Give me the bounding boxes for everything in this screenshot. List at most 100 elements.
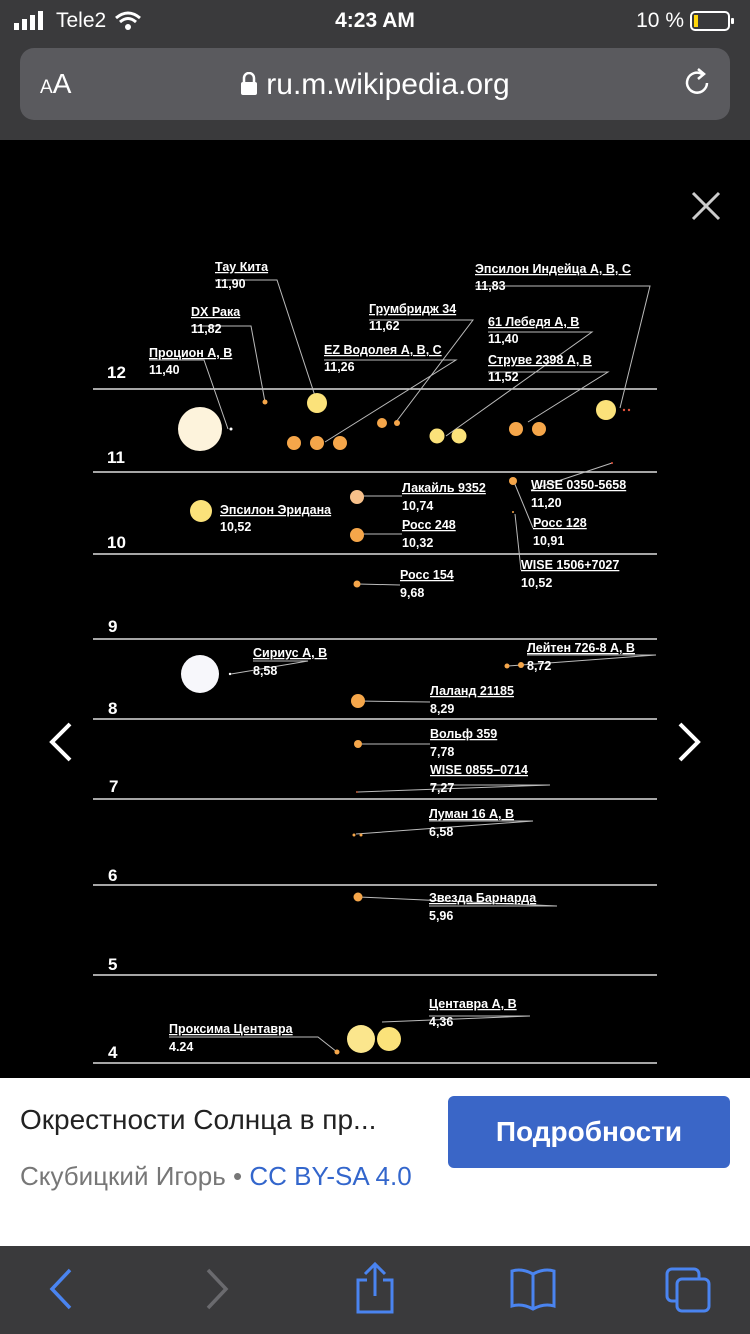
- star-luyten-b: [518, 662, 524, 668]
- caption-title: Окрестности Солнца в пр...: [20, 1104, 377, 1135]
- star-ross-248: [350, 528, 364, 542]
- star-procyon-b: [229, 427, 233, 431]
- star-distance: 10,52: [521, 576, 552, 590]
- star-ross-128: [509, 477, 517, 485]
- reload-button[interactable]: [680, 66, 714, 105]
- star-ez-aquarii-a: [287, 436, 301, 450]
- star-distance: 11,52: [488, 370, 519, 384]
- forward-button[interactable]: [202, 1266, 232, 1317]
- share-button[interactable]: [354, 1261, 396, 1319]
- star-distance: 11,62: [369, 319, 400, 333]
- chevron-right-icon: [678, 722, 701, 762]
- wifi-icon: [115, 11, 142, 30]
- star-distance: 11,20: [531, 496, 562, 510]
- star-struve-a: [509, 422, 523, 436]
- star-label: Росс 128: [533, 516, 587, 530]
- browser-chrome: AA ru.m.wikipedia.org: [0, 42, 750, 140]
- star-luhman-b: [359, 833, 363, 837]
- star-label: Луман 16 А, В: [429, 807, 514, 821]
- address-bar[interactable]: AA ru.m.wikipedia.org: [20, 48, 730, 120]
- axis-label: 5: [108, 955, 117, 974]
- caption-credit: Скубицкий Игорь • CC BY-SA 4.0: [20, 1156, 430, 1196]
- lock-icon: [241, 71, 258, 95]
- star-wolf-359: [354, 740, 362, 748]
- star-distance: 10,74: [402, 499, 433, 513]
- star-distance: 4,36: [429, 1015, 453, 1029]
- star-tau-ceti: [307, 393, 327, 413]
- image-caption: Окрестности Солнца в пр... Скубицкий Иго…: [0, 1078, 750, 1246]
- signal-icon: [14, 11, 43, 30]
- star-sirius-a: [181, 655, 219, 693]
- star-label: Вольф 359: [430, 727, 497, 741]
- star-procyon: [178, 407, 222, 451]
- star-eps-indi-a: [596, 400, 616, 420]
- carrier-group: Tele2: [14, 9, 142, 33]
- license-link[interactable]: CC BY-SA 4.0: [249, 1161, 412, 1191]
- star-lacaille-9352: [350, 490, 364, 504]
- star-label: 61 Лебедя А, В: [488, 315, 579, 329]
- star-label: Росс 248: [402, 518, 456, 532]
- star-label: WISE 0350-5658: [531, 478, 626, 492]
- star-label: Процион А, В: [149, 346, 232, 360]
- star-barnard: [353, 892, 363, 902]
- star-distance: 9,68: [400, 586, 424, 600]
- star-label: Сириус А, В: [253, 646, 327, 660]
- close-button[interactable]: [688, 188, 724, 229]
- star-proxima: [334, 1049, 340, 1055]
- browser-toolbar: [0, 1246, 750, 1334]
- star-label: Звезда Барнарда: [429, 891, 537, 905]
- star-distance: 11,83: [475, 279, 506, 293]
- author: Скубицкий Игорь •: [20, 1161, 243, 1191]
- axis-label: 8: [108, 699, 117, 718]
- star-label: DX Рака: [191, 305, 241, 319]
- text-size-button[interactable]: AA: [40, 68, 72, 99]
- star-label: Центавра А, В: [429, 997, 517, 1011]
- details-button[interactable]: Подробности: [448, 1096, 730, 1168]
- star-alpha-cen-b: [377, 1027, 401, 1051]
- axis-label: 10: [107, 533, 126, 552]
- star-wise-0350: [611, 462, 613, 464]
- star-label: Проксима Центавра: [169, 1022, 294, 1036]
- star-label: Тау Кита: [215, 260, 269, 274]
- star-distance: 8,29: [430, 702, 454, 716]
- star-distance: 7,27: [430, 781, 454, 795]
- battery-group: 10 %: [636, 9, 736, 33]
- forward-icon: [206, 1268, 229, 1310]
- star-wise-1506: [512, 511, 514, 513]
- star-distance: 10,32: [402, 536, 433, 550]
- axis-label: 12: [107, 363, 126, 382]
- previous-image-button[interactable]: [46, 720, 74, 769]
- battery-percent: 10 %: [636, 9, 684, 32]
- star-luhman-a: [352, 833, 356, 837]
- tabs-button[interactable]: [664, 1266, 714, 1321]
- star-label: Лейтен 726-8 А, В: [527, 641, 635, 655]
- star-distance: 4.24: [169, 1040, 193, 1054]
- back-icon: [49, 1268, 72, 1310]
- star-ross-154: [353, 580, 361, 588]
- star-eps-eridani: [190, 500, 212, 522]
- axis-label: 9: [108, 617, 117, 636]
- star-eps-indi-b: [622, 408, 626, 412]
- next-image-button[interactable]: [676, 720, 704, 769]
- star-distance: 11,40: [488, 332, 519, 346]
- star-ez-aquarii-c: [333, 436, 347, 450]
- star-distance: 10,91: [533, 534, 564, 548]
- star-distance: 11,82: [191, 322, 222, 336]
- bookmarks-button[interactable]: [508, 1266, 558, 1317]
- star-lalande: [351, 694, 365, 708]
- star-struve-b: [532, 422, 546, 436]
- reload-icon: [685, 68, 709, 94]
- star-distance: 11,40: [149, 363, 180, 377]
- star-distance: 5,96: [429, 909, 453, 923]
- image-viewer: 12 11 10 9 8 7 6 5 4: [0, 140, 750, 1078]
- carrier-name: Tele2: [56, 9, 107, 32]
- clock: 4:23 AM: [335, 9, 415, 32]
- back-button[interactable]: [46, 1266, 76, 1317]
- star-distance: 11,90: [215, 277, 246, 291]
- url-text[interactable]: ru.m.wikipedia.org: [20, 68, 730, 102]
- star-61-cygni-b: [451, 428, 467, 444]
- star-label: WISE 0855–0714: [430, 763, 528, 777]
- bookmarks-icon: [510, 1268, 556, 1311]
- tabs-icon: [665, 1267, 711, 1313]
- star-label: Струве 2398 А, В: [488, 353, 592, 367]
